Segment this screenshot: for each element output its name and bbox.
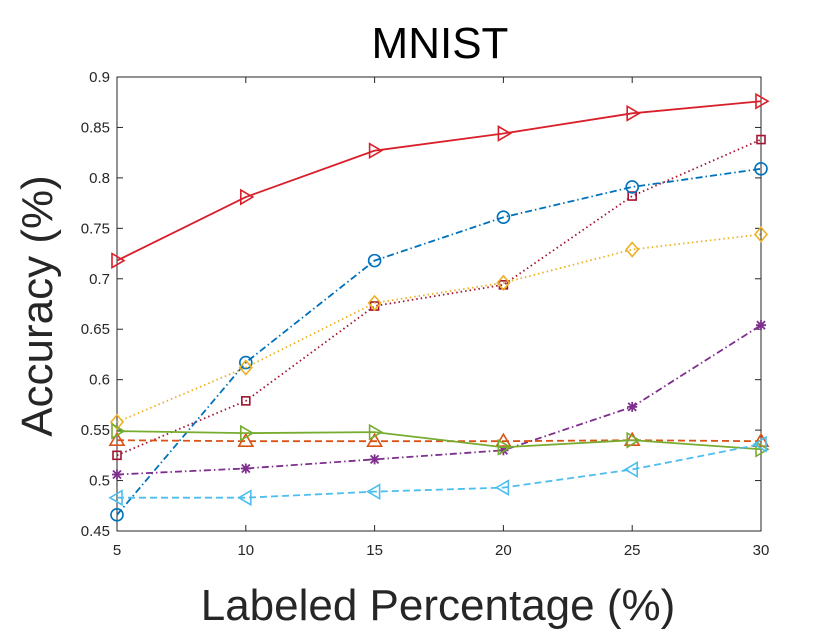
y-axis-title: Accuracy (%): [13, 175, 62, 437]
data-point: [109, 413, 125, 431]
data-point: [756, 320, 766, 331]
x-axis-title: Labeled Percentage (%): [201, 581, 676, 630]
series-6: [108, 431, 770, 448]
data-point: [626, 431, 641, 449]
data-point: [237, 489, 252, 507]
data-point: [108, 431, 126, 447]
y-tick-label: 0.45: [81, 523, 110, 540]
data-point: [241, 396, 251, 406]
data-point: [495, 432, 512, 448]
data-point: [237, 432, 255, 448]
data-point: [240, 424, 255, 442]
x-tick-label: 20: [495, 542, 512, 559]
data-point: [623, 461, 639, 478]
data-point: [240, 188, 255, 206]
data-point: [627, 191, 638, 201]
data-point: [755, 440, 770, 458]
data-point: [625, 180, 640, 194]
data-point: [238, 359, 253, 376]
series-5: [112, 320, 766, 480]
data-point: [754, 162, 768, 176]
data-point: [110, 508, 124, 522]
data-point: [369, 454, 380, 465]
data-point: [497, 438, 512, 456]
series-3: [110, 162, 768, 522]
y-tick-label: 0.75: [81, 220, 110, 237]
y-tick-label: 0.7: [89, 271, 110, 288]
data-point: [366, 432, 383, 448]
chart-title: MNIST: [372, 19, 509, 68]
data-point: [108, 489, 123, 507]
x-tick-label: 5: [113, 542, 121, 559]
series-line: [116, 138, 762, 457]
series-line: [116, 167, 762, 516]
x-tick-label: 15: [366, 542, 383, 559]
data-point: [112, 450, 122, 461]
series-4: [109, 226, 769, 431]
plot-box: [116, 76, 762, 532]
series-line: [117, 443, 762, 499]
plot-area: 5 10 15 20 25 30 0.45 0.5 0.55 0.6 0.65 0.7 0.75 0.8 0…: [81, 69, 770, 559]
x-tick-label: 30: [753, 542, 770, 559]
data-point: [756, 134, 766, 145]
series-7: [111, 422, 770, 458]
data-point: [366, 483, 381, 501]
series-line: [116, 324, 762, 476]
y-tick-label: 0.55: [81, 422, 110, 439]
data-point: [111, 422, 126, 440]
data-point: [752, 432, 770, 448]
data-point: [496, 274, 511, 292]
data-point: [111, 252, 126, 270]
data-point: [240, 463, 251, 474]
data-point: [626, 104, 641, 122]
data-point: [753, 226, 769, 243]
series-1: [111, 92, 770, 270]
data-point: [496, 210, 511, 225]
data-point: [112, 469, 122, 480]
x-tick-label: 25: [624, 542, 641, 559]
data-point: [627, 401, 638, 412]
data-point: [239, 355, 253, 370]
series-line: [116, 439, 762, 443]
data-point: [625, 241, 640, 258]
y-tick-label: 0.65: [81, 321, 110, 338]
series-line: [116, 430, 762, 451]
data-point: [494, 479, 510, 497]
series-line: [116, 100, 762, 262]
y-tick-label: 0.85: [81, 119, 110, 136]
data-point: [752, 435, 767, 453]
data-point: [367, 253, 382, 268]
data-point: [367, 294, 382, 312]
data-point: [368, 142, 384, 160]
data-point: [368, 423, 384, 441]
series-8: [108, 435, 767, 507]
x-tick-label: 10: [237, 542, 254, 559]
y-tick-label: 0.5: [89, 473, 110, 490]
data-point: [498, 445, 509, 456]
data-point: [755, 92, 770, 110]
y-tick-label: 0.8: [89, 170, 110, 187]
y-tick-label: 0.9: [89, 69, 110, 86]
y-tick-label: 0.6: [89, 372, 110, 389]
data-point: [497, 125, 512, 142]
